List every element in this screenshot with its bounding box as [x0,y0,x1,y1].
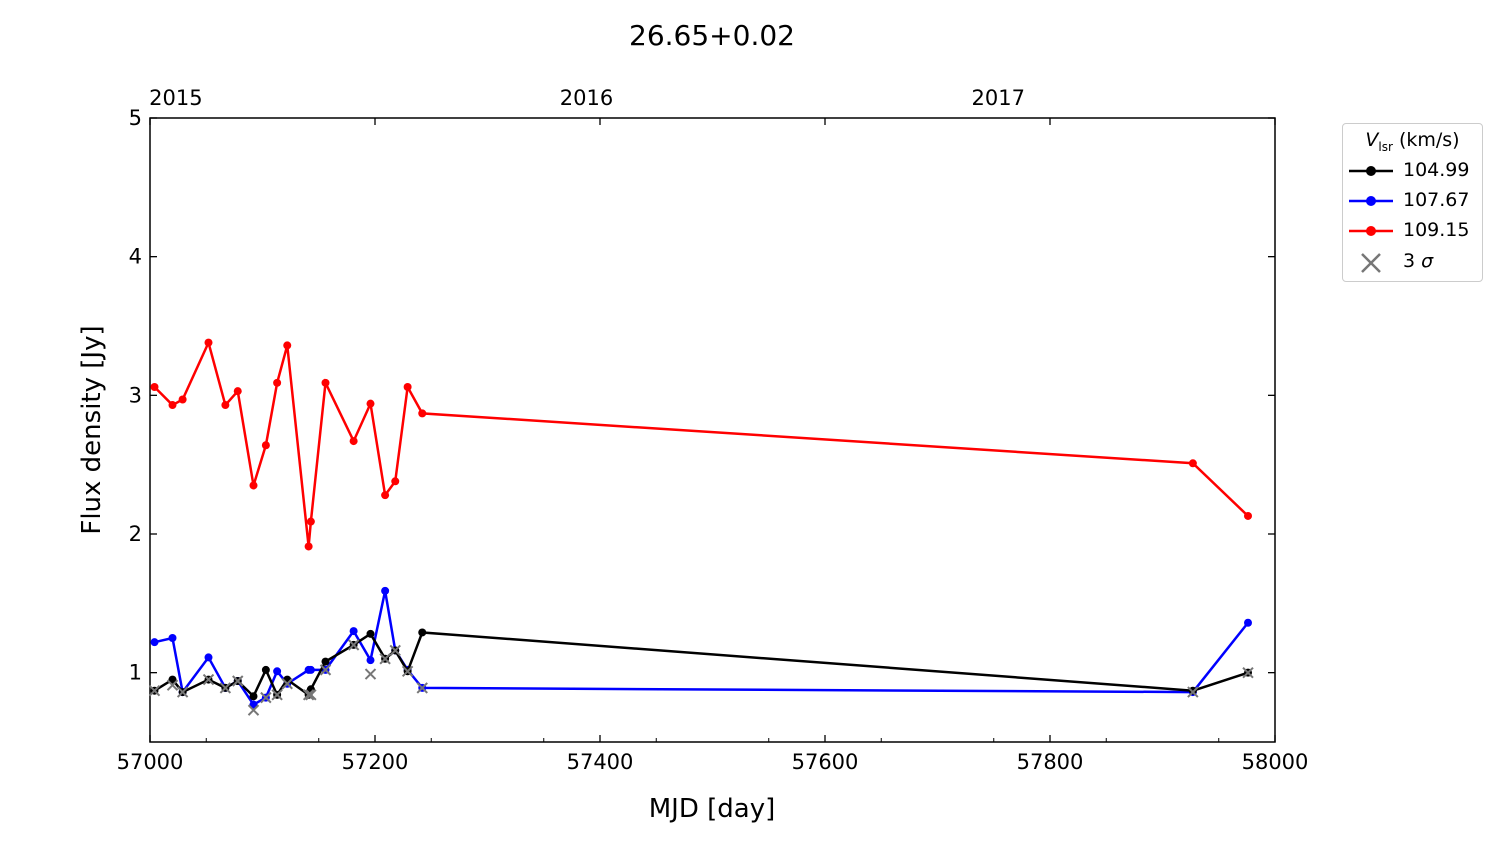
sigma-marker [319,664,332,676]
legend-item-109: 109.15 [1343,217,1482,247]
data-point-109.15 [1244,511,1252,520]
data-point-104.99 [261,665,270,674]
sigma-marker [416,682,428,694]
legend: Vlsr (km/s) 104.99 107.67 109.15 3 σ [1342,123,1483,282]
sigma-marker [389,644,401,657]
data-point-104.99 [168,675,177,684]
sigma-marker [347,639,360,651]
legend-item-107: 107.67 [1343,187,1482,217]
data-point-107.67 [306,665,315,674]
x-axis-label: MJD [day] [649,794,776,824]
data-point-107.67 [381,586,390,595]
data-point-107.67 [273,667,282,676]
data-point-107.67 [349,627,358,636]
sigma-marker [302,689,315,701]
data-point-109.15 [168,401,177,410]
data-point-109.15 [1188,459,1197,468]
data-point-109.15 [349,437,358,446]
series-line-109.15 [153,338,1249,547]
data-point-109.15 [306,517,315,526]
top-tick-label: 2015 [149,86,202,110]
data-point-109.15 [403,383,412,392]
data-point-107.67 [1244,618,1252,627]
sigma-marker [401,665,414,677]
x-tick-label: 57200 [342,750,409,774]
sigma-marker [232,675,244,687]
data-point-109.15 [321,378,330,387]
y-axis-label: Flux density [Jy] [77,325,107,534]
data-point-109.15 [391,477,400,486]
data-point-109.15 [304,542,313,551]
data-point-109.15 [261,441,270,450]
axes-frame [149,117,1276,743]
data-point-104.99 [249,692,258,701]
y-tick-label: 1 [129,661,142,685]
top-tick-label: 2017 [972,86,1025,110]
sigma-marker [1242,666,1254,679]
x-tick-label: 58000 [1242,750,1309,774]
data-point-109.15 [204,338,213,347]
y-tick-label: 3 [129,383,142,407]
data-point-107.67 [249,700,258,709]
legend-title: Vlsr (km/s) [1365,129,1460,154]
chart-title: 26.65+0.02 [629,19,795,52]
y-tick-label: 4 [129,245,142,269]
data-point-109.15 [273,378,282,387]
data-point-109.15 [249,481,258,490]
top-tick-label: 2016 [560,86,613,110]
y-tick-label: 2 [129,522,142,546]
data-point-107.67 [168,634,177,642]
x-tick-label: 57600 [792,750,859,774]
sigma-marker [166,679,179,691]
sigma-marker [202,673,215,686]
data-point-109.15 [283,341,292,350]
sigma-marker [1187,686,1199,698]
data-point-109.15 [366,399,375,408]
sigma-marker [271,689,283,701]
x-tick-label: 57400 [567,750,634,774]
sigma-marker [281,678,293,690]
data-point-107.67 [150,638,159,647]
series-line-104.99 [153,631,1249,699]
data-point-107.67 [204,653,213,662]
data-point-104.99 [366,629,375,638]
data-point-109.15 [381,491,390,500]
data-point-104.99 [321,657,330,666]
data-point-109.15 [221,401,230,410]
data-point-107.67 [366,656,375,665]
sigma-marker [305,689,317,701]
sigma-marker [148,684,161,697]
sigma-marker [364,668,377,680]
sigma-marker [379,653,391,665]
data-point-109.15 [150,383,159,392]
sigma-marker [260,691,272,704]
series-line-107.67 [154,590,1249,707]
sigma-marker [176,686,189,698]
data-point-109.15 [233,387,242,396]
x-tick-label: 57800 [1017,750,1084,774]
sigma-marker [219,682,232,694]
legend-item-104: 104.99 [1343,157,1482,187]
legend-item-sigma: 3 σ [1343,248,1482,278]
data-point-109.15 [178,395,187,404]
x-tick-label: 57000 [117,750,184,774]
sigma-marker [247,704,260,716]
y-tick-label: 5 [129,106,142,130]
data-point-104.99 [418,628,427,637]
data-point-109.15 [418,409,427,418]
